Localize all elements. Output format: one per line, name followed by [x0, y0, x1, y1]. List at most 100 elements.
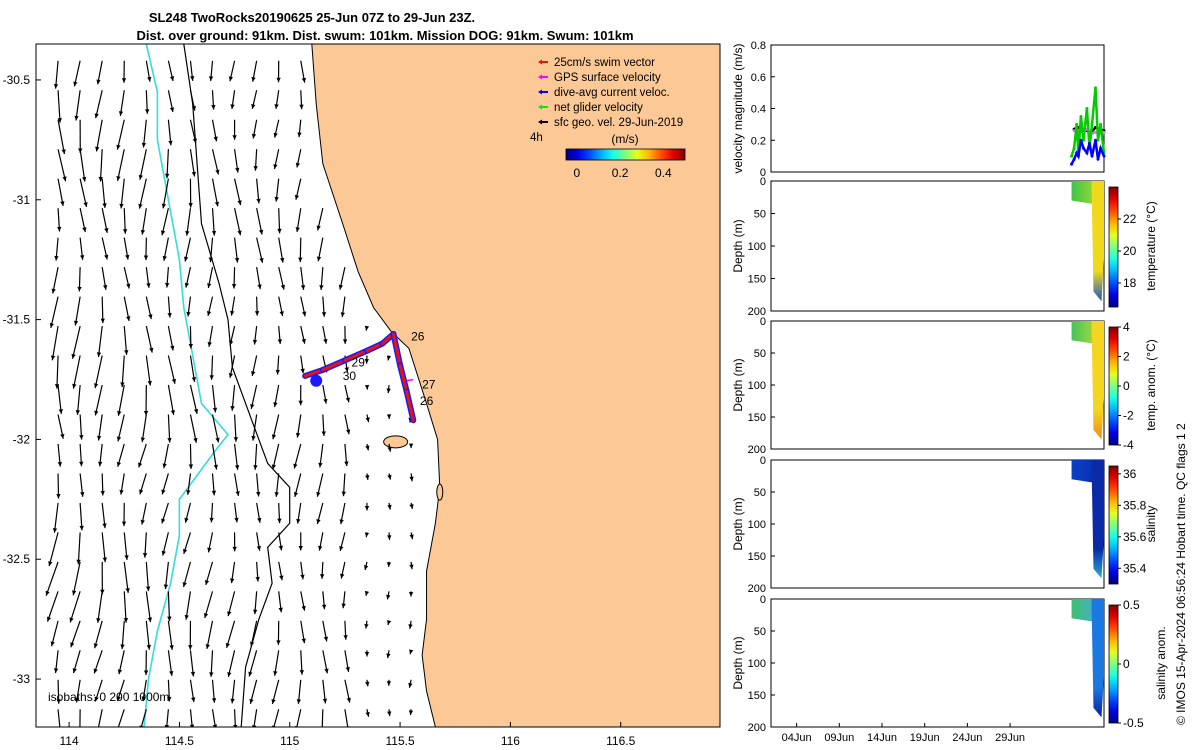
sfc-vel-arrowhead — [160, 230, 166, 236]
sfc-vel-arrowhead — [208, 76, 214, 81]
sfc-vel-arrow — [50, 296, 59, 328]
sfc-vel-arrowhead — [121, 521, 127, 527]
sfc-vel-arrowhead — [102, 523, 107, 529]
sfc-vel-arrowhead — [409, 564, 414, 570]
sfc-vel-arrowhead — [295, 227, 300, 232]
sfc-vel-arrow — [138, 178, 147, 209]
sfc-vel-arrowhead — [50, 355, 56, 361]
section-deep-patch — [1091, 321, 1104, 440]
sfc-vel-arrowhead — [255, 576, 260, 582]
section-colorbar-tick-label: 0 — [1123, 379, 1130, 393]
section-y-tick-label: 150 — [748, 690, 766, 702]
sfc-vel-arrowhead — [72, 383, 77, 389]
sfc-vel-arrowhead — [124, 555, 129, 560]
velocity-series-point — [1075, 151, 1079, 155]
sfc-vel-arrowhead — [387, 504, 392, 510]
legend-swatch-head — [538, 89, 542, 95]
sfc-vel-arrowhead — [387, 711, 392, 717]
sfc-vel-arrowhead — [346, 429, 351, 435]
sfc-vel-arrow — [226, 620, 236, 649]
section-colorbar-label: salinity — [1144, 506, 1158, 543]
sfc-vel-arrowhead — [230, 310, 235, 316]
sfc-vel-arrowhead — [192, 138, 197, 144]
sfc-vel-arrow — [227, 650, 236, 677]
land-area — [311, 44, 720, 727]
sfc-vel-arrowhead — [339, 546, 344, 551]
sfc-vel-arrowhead — [117, 669, 123, 675]
sfc-vel-arrowhead — [204, 580, 210, 585]
sfc-vel-arrowhead — [273, 132, 278, 138]
section-y-tick-label: 50 — [754, 626, 766, 638]
time-x-tick-label: 19Jun — [910, 732, 940, 744]
sfc-vel-arrowhead — [56, 493, 61, 499]
sfc-vel-arrow — [46, 591, 59, 622]
section-deep-patch — [1091, 460, 1104, 579]
sfc-vel-arrowhead — [70, 642, 75, 648]
sfc-vel-arrowhead — [76, 559, 81, 565]
legend-swatch-head — [538, 104, 542, 110]
sfc-vel-arrow — [186, 208, 192, 236]
sfc-vel-arrowhead — [298, 545, 303, 551]
sfc-vel-arrowhead — [123, 618, 129, 623]
sfc-vel-arrowhead — [345, 397, 350, 403]
sfc-vel-arrowhead — [62, 176, 67, 182]
sfc-vel-arrowhead — [250, 403, 255, 409]
sfc-vel-arrowhead — [53, 83, 59, 89]
sfc-vel-arrowhead — [184, 517, 189, 523]
section-y-tick-label: 0 — [760, 316, 766, 328]
sfc-vel-arrow — [99, 149, 103, 182]
sfc-vel-arrowhead — [253, 609, 258, 615]
sfc-vel-arrow — [211, 178, 219, 207]
sfc-vel-arrowhead — [46, 616, 52, 622]
sfc-vel-arrow — [162, 178, 169, 209]
sfc-vel-arrowhead — [279, 575, 284, 581]
legend-label: GPS surface velocity — [554, 72, 661, 84]
map-colorbar-title: (m/s) — [611, 132, 638, 146]
sfc-vel-arrowhead — [56, 699, 61, 704]
sfc-vel-arrowhead — [364, 325, 370, 331]
sfc-vel-arrowhead — [302, 311, 307, 317]
sfc-vel-arrowhead — [61, 149, 66, 155]
section-y-tick-label: 100 — [748, 380, 766, 392]
sfc-vel-arrowhead — [252, 725, 257, 727]
sfc-vel-arrowhead — [232, 546, 237, 552]
sfc-vel-arrowhead — [97, 435, 102, 441]
section-colorbar-tick-label: 35.6 — [1123, 530, 1147, 544]
sfc-vel-arrowhead — [98, 176, 103, 182]
track-day-label: 26 — [411, 329, 425, 343]
section-y-tick-label: 200 — [748, 722, 766, 734]
sfc-vel-arrowhead — [298, 400, 303, 406]
sfc-vel-arrowhead — [120, 382, 125, 388]
velocity-series-point — [1085, 107, 1089, 110]
sfc-vel-arrow — [189, 384, 198, 414]
sfc-vel-arrow — [248, 650, 258, 677]
section-colorbar — [1108, 465, 1119, 585]
sfc-vel-arrowhead — [299, 670, 304, 675]
sfc-vel-arrow — [167, 414, 171, 443]
sfc-vel-arrow — [123, 561, 129, 593]
sfc-vel-arrowhead — [364, 623, 369, 629]
velocity-series-point — [1093, 86, 1097, 90]
section-colorbar-tick-label: -2 — [1123, 409, 1134, 423]
map-x-tick-label: 116.5 — [606, 734, 635, 748]
sfc-vel-arrow — [139, 149, 147, 180]
sfc-vel-arrowhead — [319, 285, 324, 290]
sfc-vel-arrowhead — [409, 476, 414, 482]
sfc-vel-arrowhead — [184, 282, 190, 288]
track-segment-red — [303, 368, 325, 378]
sfc-vel-arrowhead — [237, 200, 242, 206]
sfc-vel-arrowhead — [185, 230, 190, 236]
sfc-vel-arrowhead — [340, 573, 345, 579]
sfc-vel-arrowhead — [162, 255, 167, 261]
sfc-vel-arrowhead — [321, 431, 326, 436]
sfc-vel-arrow — [79, 178, 88, 208]
sfc-vel-arrowhead — [96, 617, 101, 623]
sfc-vel-arrowhead — [188, 343, 193, 349]
sfc-vel-arrow — [167, 591, 171, 622]
sfc-vel-arrowhead — [149, 347, 154, 353]
sfc-vel-arrow — [145, 620, 150, 650]
sfc-vel-arrow — [57, 709, 61, 727]
sfc-vel-arrowhead — [165, 282, 170, 288]
velocity-y-tick-label: 0.2 — [751, 135, 766, 147]
sfc-vel-arrowhead — [323, 398, 328, 404]
